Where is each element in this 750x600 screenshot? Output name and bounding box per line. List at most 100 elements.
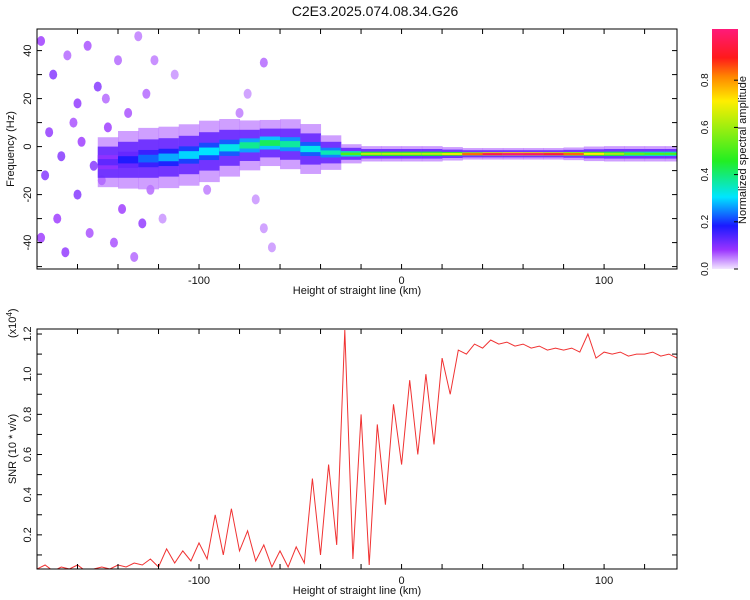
noise-blob bbox=[57, 151, 66, 162]
ridge-core bbox=[219, 144, 241, 152]
ridge-core bbox=[664, 152, 677, 155]
ridge-core bbox=[239, 142, 261, 149]
noise-blob bbox=[243, 88, 252, 99]
noise-blob bbox=[63, 50, 72, 61]
noise-blob bbox=[37, 232, 46, 243]
colorbar bbox=[712, 29, 738, 269]
noise-blob bbox=[118, 204, 127, 214]
noise-blob bbox=[109, 237, 118, 248]
top-x-axis-label: Height of straight line (km) bbox=[293, 285, 421, 297]
noise-blob bbox=[45, 127, 54, 138]
noise-blob bbox=[134, 31, 143, 42]
bottom-x-tick-label: 100 bbox=[595, 575, 613, 587]
noise-blob bbox=[251, 194, 260, 205]
ridge-core bbox=[158, 153, 180, 162]
bottom-y-tick-label: 0.8 bbox=[22, 407, 34, 422]
noise-blob bbox=[124, 108, 133, 118]
ridge-core bbox=[644, 152, 666, 155]
bottom-y-tick-label: 1.0 bbox=[22, 367, 34, 382]
top-plot-frame bbox=[36, 28, 678, 270]
ridge-core bbox=[442, 152, 463, 155]
noise-blob bbox=[37, 36, 46, 46]
noise-blob bbox=[150, 55, 159, 66]
noise-blob bbox=[53, 213, 62, 224]
ridge-core bbox=[300, 145, 322, 153]
noise-blob bbox=[89, 160, 98, 171]
ridge-core bbox=[381, 152, 403, 155]
ridge-core bbox=[543, 153, 565, 156]
ridge-core bbox=[604, 152, 625, 155]
ridge-core bbox=[583, 152, 605, 155]
snr-series-line bbox=[37, 329, 677, 569]
chart-title: C2E3.2025.074.08.34.G26 bbox=[292, 3, 459, 19]
top-y-tick-label: 20 bbox=[22, 92, 34, 104]
noise-blob bbox=[142, 88, 151, 99]
top-y-tick-label: 40 bbox=[22, 44, 34, 56]
ridge-core bbox=[280, 141, 301, 148]
bottom-plot-frame bbox=[36, 328, 678, 570]
noise-blob bbox=[83, 40, 92, 51]
noise-blob bbox=[85, 228, 94, 238]
noise-blob bbox=[158, 213, 167, 224]
colorbar-tick-label: 0.8 bbox=[700, 73, 711, 87]
noise-blob bbox=[138, 218, 147, 229]
ridge-core bbox=[97, 159, 119, 166]
ridge-core bbox=[361, 152, 382, 155]
noise-blob bbox=[73, 98, 82, 109]
ridge-core bbox=[462, 153, 484, 156]
ridge-core bbox=[259, 140, 281, 146]
bottom-x-axis-label: Height of straight line (km) bbox=[293, 585, 421, 597]
noise-blob bbox=[203, 184, 212, 195]
noise-blob bbox=[259, 223, 268, 234]
top-x-tick-label: -100 bbox=[188, 275, 210, 287]
ridge-core bbox=[502, 153, 524, 156]
noise-blob bbox=[103, 122, 112, 133]
noise-blob bbox=[41, 170, 50, 181]
top-x-tick-label: 100 bbox=[595, 275, 613, 287]
ridge-core bbox=[401, 152, 423, 155]
noise-blob bbox=[170, 69, 179, 80]
y-scale-label: (x104) bbox=[5, 308, 19, 338]
bottom-y-tick-label: 0.4 bbox=[22, 487, 34, 502]
ridge-core bbox=[482, 153, 504, 156]
ridge-core bbox=[563, 153, 585, 156]
colorbar-tick-label: 0.2 bbox=[700, 214, 711, 228]
bottom-x-tick-label: -100 bbox=[188, 575, 210, 587]
colorbar-label: Normalized spectral amplitude bbox=[737, 76, 749, 224]
ridge-core bbox=[340, 152, 362, 155]
bottom-x-tick-label: 0 bbox=[398, 575, 404, 587]
noise-blob bbox=[73, 189, 82, 200]
noise-blob bbox=[259, 57, 268, 68]
noise-blob bbox=[114, 55, 123, 66]
colorbar-tick-label: 0.4 bbox=[700, 167, 711, 181]
top-y-tick-label: -40 bbox=[22, 235, 34, 251]
ridge-core bbox=[118, 156, 139, 164]
ridge-core bbox=[421, 152, 443, 155]
noise-blob bbox=[267, 242, 276, 253]
noise-blob bbox=[69, 117, 78, 128]
colorbar-tick-label: 0.0 bbox=[700, 262, 711, 276]
ridge-core bbox=[178, 151, 200, 159]
bottom-y-tick-label: 0.2 bbox=[22, 527, 34, 542]
bottom-y-axis-label: SNR (10 * v/v) bbox=[7, 414, 19, 484]
noise-blob bbox=[61, 247, 70, 258]
ridge-core bbox=[624, 152, 646, 155]
noise-blob bbox=[101, 93, 110, 104]
colorbar-tick-label: 0.6 bbox=[700, 120, 711, 134]
noise-blob bbox=[130, 252, 139, 262]
top-y-tick-label: 0 bbox=[22, 144, 34, 150]
top-y-axis-label: Frequency (Hz) bbox=[5, 111, 17, 187]
top-x-tick-label: 0 bbox=[398, 275, 404, 287]
bottom-y-tick-label: 0.6 bbox=[22, 447, 34, 462]
bottom-axis-ticks bbox=[36, 329, 677, 569]
bottom-y-tick-label: 1.2 bbox=[22, 326, 34, 341]
noise-blob bbox=[49, 69, 58, 80]
noise-blob bbox=[93, 81, 102, 92]
ridge-core bbox=[320, 150, 342, 155]
noise-blob bbox=[77, 136, 86, 147]
noise-blob bbox=[235, 108, 244, 118]
heatmap-area bbox=[37, 31, 677, 262]
ridge-core bbox=[523, 153, 544, 156]
ridge-core bbox=[199, 147, 220, 156]
